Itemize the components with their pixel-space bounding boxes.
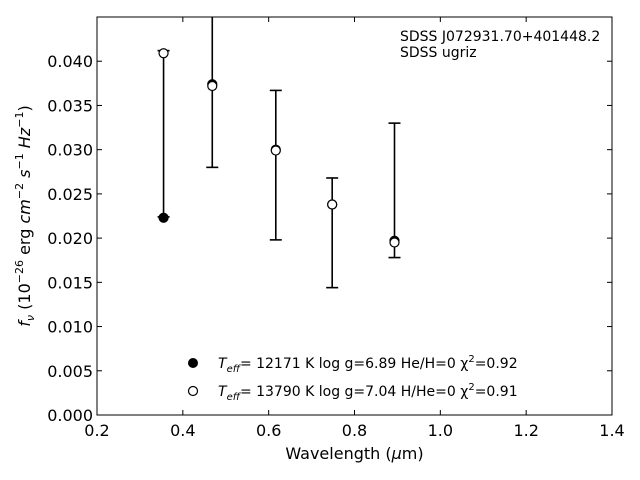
x-tick-label: 1.4 [599,421,624,440]
y-tick-label: 0.035 [47,96,93,115]
x-tick-label: 0.8 [342,421,367,440]
annotation-photometry: SDSS ugriz [400,45,477,61]
y-tick-label: 0.040 [47,52,93,71]
x-tick-label: 1.2 [513,421,538,440]
y-tick-label: 0.025 [47,185,93,204]
y-tick-label: 0.000 [47,406,93,425]
x-axis-label: Wavelength (μm) [285,444,423,463]
y-tick-label: 0.015 [47,273,93,292]
plot-area [96,16,613,416]
y-axis-ticks: 0.000 0.005 0.010 0.015 0.020 0.025 0.030 0.035… [47,52,612,425]
legend-entry-1: Teff= 12171 K log g=6.89 He/H=0 χ2=0.92 [218,354,518,375]
x-axis-ticks: 0.2 0.4 0.6 0.8 1.0 1.2 1.4 [84,17,625,440]
legend: Teff= 12171 K log g=6.89 He/H=0 χ2=0.92 … [187,354,518,403]
x-tick-label: 0.6 [256,421,281,440]
legend-entry-2: Teff= 13790 K log g=7.04 H/He=0 χ2=0.91 [218,382,518,403]
model-point-filled [158,212,169,223]
y-tick-label: 0.020 [47,229,93,248]
legend-marker-open [187,385,199,397]
x-tick-label: 1.0 [428,421,453,440]
y-tick-label: 0.005 [47,362,93,381]
error-bars [157,17,401,289]
model-point-open [158,48,169,59]
y-tick-label: 0.010 [47,318,93,337]
y-tick-label: 0.030 [47,141,93,160]
x-tick-label: 0.4 [170,421,195,440]
model-point-open [270,145,281,156]
legend-marker-filled [188,358,198,368]
model-point-open [207,80,218,92]
y-axis-label: fν (10−26 erg cm−2 s−1 Hz−1) [13,105,37,326]
annotation-object-name: SDSS J072931.70+401448.2 [400,29,600,45]
data-points [158,48,400,248]
x-tick-label: 0.2 [84,421,109,440]
model-point-open [327,199,338,210]
model-point-open [389,237,400,248]
